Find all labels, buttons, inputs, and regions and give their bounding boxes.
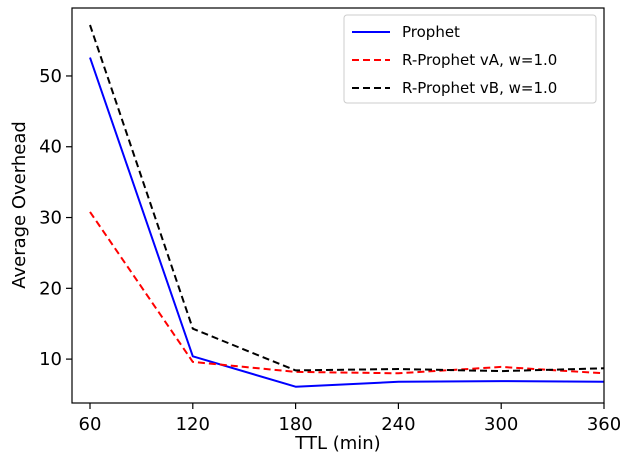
- x-tick-label: 360: [587, 414, 621, 435]
- y-tick-label: 30: [39, 208, 62, 229]
- x-tick-label: 60: [79, 414, 102, 435]
- y-tick-label: 40: [39, 137, 62, 158]
- y-tick-label: 50: [39, 66, 62, 87]
- series-line-2: [89, 211, 605, 375]
- axes-layer: 60 120 180 240 300 360 10 20 30 40 50: [39, 7, 621, 435]
- x-tick-label: 300: [484, 414, 518, 435]
- legend-label: R-Prophet vB, w=1.0: [402, 79, 557, 97]
- series-line-3: [89, 24, 605, 373]
- y-tick-label: 10: [39, 349, 62, 370]
- x-axis-title: TTL (min): [294, 433, 380, 454]
- legend-label: R-Prophet vA, w=1.0: [402, 51, 557, 69]
- x-tick-label: 180: [278, 414, 312, 435]
- x-tick-label: 120: [176, 414, 210, 435]
- series-line-1: [89, 57, 605, 388]
- x-tick-label: 240: [381, 414, 415, 435]
- y-axis-title: Average Overhead: [9, 121, 30, 289]
- legend: Prophet R-Prophet vA, w=1.0 R-Prophet vB, …: [343, 14, 597, 104]
- legend-label: Prophet: [402, 23, 460, 41]
- legend-box: [343, 14, 597, 104]
- series-layer: [89, 24, 605, 388]
- plot-frame: [71, 7, 605, 404]
- y-tick-label: 20: [39, 278, 62, 299]
